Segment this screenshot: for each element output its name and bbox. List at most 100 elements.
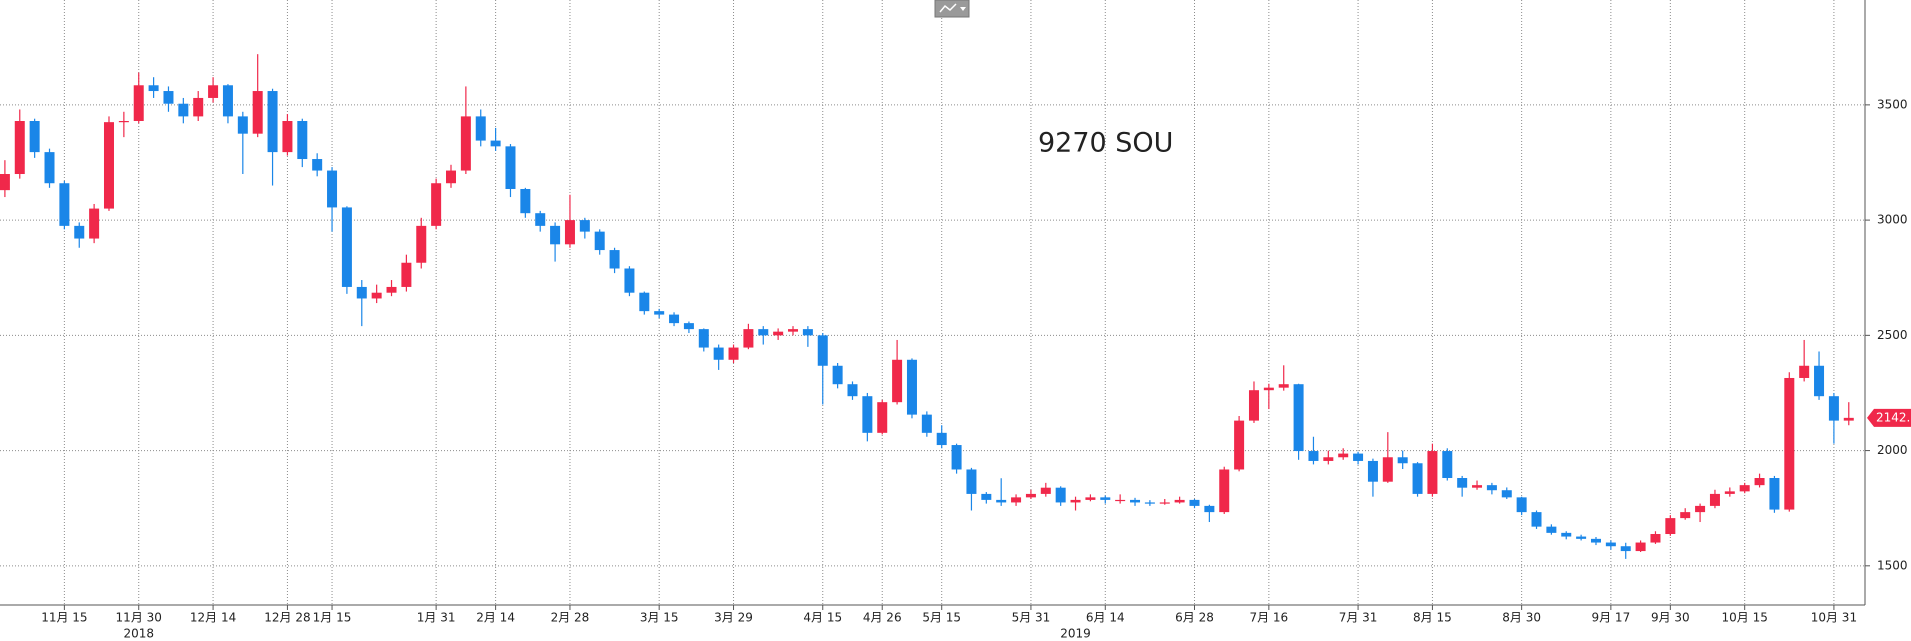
candle-body [1709,493,1720,506]
candle-body [921,414,932,433]
candle-body [1486,485,1497,491]
candle-body [416,225,427,263]
candle-body [401,262,412,287]
x-tick-label: 8月 15 [1413,611,1452,625]
candle-body [564,220,575,245]
candle-body [475,116,486,141]
x-tick-label: 3月 29 [714,611,753,625]
candle-body [877,402,888,433]
candle-body [788,329,799,332]
candle-body [490,140,501,147]
candle-body [1739,485,1750,492]
candle-body [431,183,442,226]
candle-body [1724,491,1735,494]
candle-body [654,311,665,315]
candle-body [1115,499,1126,502]
candle-body [1070,499,1081,503]
candle-body [163,91,174,104]
candle-body [1695,505,1706,513]
candle-body [1635,542,1646,552]
candle-body [1590,538,1601,543]
candle-body [1784,377,1795,510]
candle-body [669,314,680,324]
x-tick-label: 12月 28 [264,611,310,625]
candle-body [1055,487,1066,503]
candle-body [1174,499,1185,503]
x-tick-label: 1月 15 [313,611,352,625]
x-tick-label: 2月 14 [476,611,515,625]
candle-body [1620,546,1631,552]
x-tick-label: 1月 31 [417,611,456,625]
candle-body [1248,390,1259,421]
x-tick-label: 6月 14 [1086,611,1125,625]
candle-body [1665,518,1676,535]
candle-body [758,329,769,336]
candle-body [1338,453,1349,458]
x-tick-label: 11月 15 [41,611,87,625]
candle-body [817,335,828,366]
candle-body [1367,460,1378,482]
candle-body [1680,512,1691,519]
candle-body [1828,396,1839,421]
candle-body [594,231,605,251]
y-tick-label: 3000 [1877,213,1908,227]
candle-body [624,268,635,293]
candle-body [356,286,367,299]
candle-body [1323,457,1334,461]
candle-body [460,116,471,171]
candle-body [1397,457,1408,464]
candle-body [743,329,754,348]
candle-body [639,292,650,312]
candle-body [1799,365,1810,378]
candle-body [1100,497,1111,500]
candle-body [713,347,724,360]
candle-body [1843,417,1854,421]
candle-body [1576,536,1587,539]
x-tick-label: 9月 30 [1651,611,1690,625]
x-tick-label: 12月 14 [190,611,236,625]
candle-body [1382,457,1393,482]
candle-body [148,85,159,92]
candle-body [1144,502,1155,504]
candle-body [996,499,1007,503]
candle-body [609,250,620,269]
candle-body [1546,526,1557,533]
candle-body [892,359,903,403]
candle-body [966,469,977,494]
candle-body [505,146,516,189]
candle-body [550,225,561,245]
candle-body [698,329,709,348]
candle-body [193,97,204,117]
candle-body [267,91,278,153]
candles [0,54,1854,559]
candle-body [862,396,873,433]
chart-title: 9270 SOU [1038,128,1173,159]
candle-body [133,85,144,121]
x-tick-label: 10月 15 [1722,611,1768,625]
candle-body [74,225,85,239]
candle-body [386,286,397,293]
y-tick-label: 1500 [1877,558,1908,572]
toolbar-button[interactable] [934,0,970,18]
candle-body [44,152,55,184]
candle-body [1754,478,1765,486]
candle-body [1427,451,1438,494]
candle-body [178,103,189,117]
y-tick-label: 2000 [1877,443,1908,457]
y-tick-label: 3500 [1877,97,1908,111]
y-tick-label: 2500 [1877,328,1908,342]
candle-body [1516,497,1527,513]
candle-body [1501,490,1512,498]
x-tick-label: 7月 31 [1339,611,1378,625]
candle-body [1293,384,1304,452]
candle-body [446,170,456,184]
candle-body [1442,451,1453,479]
x-tick-label: 10月 31 [1811,611,1857,625]
x-tick-label: 6月 28 [1175,611,1214,625]
candle-body [237,116,248,134]
candle-body [1769,478,1780,510]
x-tick-label: 11月 30 [116,611,162,625]
grid [0,0,1865,605]
